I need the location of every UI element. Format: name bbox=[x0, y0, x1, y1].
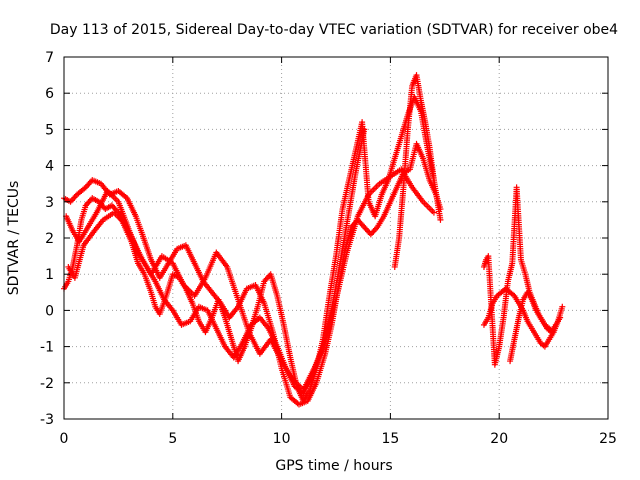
x-tick-label: 25 bbox=[599, 431, 617, 447]
trace-d-point bbox=[430, 209, 437, 216]
trace-f-point bbox=[559, 303, 566, 310]
y-tick-label: 0 bbox=[45, 303, 54, 319]
trace-c-point bbox=[361, 126, 368, 133]
data-series bbox=[61, 72, 566, 408]
x-tick-label: 15 bbox=[381, 431, 399, 447]
x-axis-label: GPS time / hours bbox=[275, 458, 392, 474]
y-tick-label: -3 bbox=[40, 412, 54, 428]
chart-title: Day 113 of 2015, Sidereal Day-to-day VTE… bbox=[50, 22, 618, 38]
x-tick-label: 5 bbox=[168, 431, 177, 447]
y-tick-label: -1 bbox=[40, 340, 54, 356]
series-trace-f bbox=[480, 285, 565, 350]
y-axis-label: SDTVAR / TECUs bbox=[6, 181, 22, 296]
axis-ticks: 0 5 10 15 20 25 -3 -2 -1 0 1 2 3 4 5 6 7 bbox=[40, 50, 617, 447]
series-trace-d bbox=[65, 166, 436, 394]
trace-h-point bbox=[550, 329, 557, 336]
trace-b-point bbox=[437, 216, 444, 223]
series-trace-e bbox=[391, 72, 437, 270]
y-tick-label: 2 bbox=[45, 231, 54, 247]
y-tick-label: 6 bbox=[45, 86, 54, 102]
y-tick-label: 7 bbox=[45, 50, 54, 66]
series-trace-g bbox=[480, 184, 563, 368]
y-tick-label: 3 bbox=[45, 195, 54, 211]
x-tick-label: 0 bbox=[60, 431, 69, 447]
trace-e-point bbox=[430, 177, 437, 184]
y-tick-label: -2 bbox=[40, 376, 54, 392]
trace-g-point bbox=[557, 314, 564, 321]
y-tick-label: 4 bbox=[45, 159, 54, 175]
x-tick-label: 20 bbox=[490, 431, 508, 447]
y-tick-label: 5 bbox=[45, 122, 54, 138]
series-trace-h bbox=[507, 289, 556, 365]
x-tick-label: 10 bbox=[273, 431, 291, 447]
y-tick-label: 1 bbox=[45, 267, 54, 283]
